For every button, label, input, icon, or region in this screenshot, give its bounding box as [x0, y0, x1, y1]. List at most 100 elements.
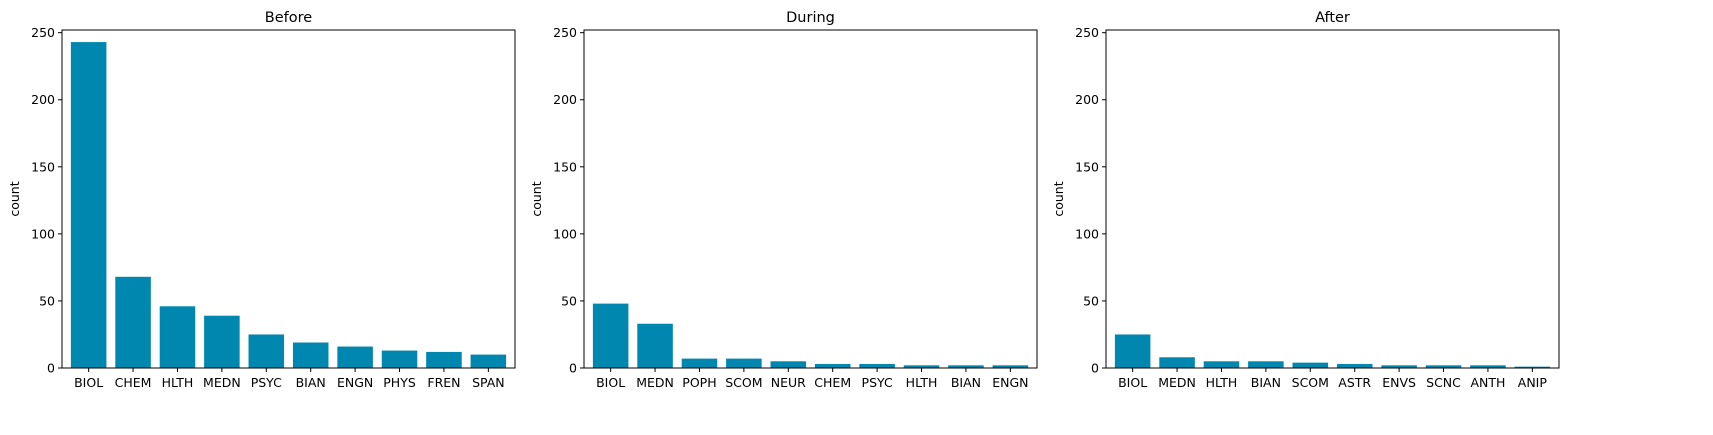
y-tick-label: 50	[561, 293, 577, 308]
bars	[592, 303, 1029, 368]
x-tick-label: BIAN	[951, 375, 981, 390]
y-tick-label: 100	[31, 226, 55, 241]
x-tick-label: BIAN	[1251, 375, 1281, 390]
bars	[70, 42, 507, 368]
x-tick-label: PSYC	[251, 375, 282, 390]
bar-medn	[637, 323, 673, 368]
bar-bian	[948, 365, 984, 368]
chart-title: Before	[265, 10, 312, 26]
y-axis: 0 50 100 150 200 250	[1075, 25, 1106, 376]
bar-hlth	[903, 365, 940, 368]
bar-astr	[1336, 363, 1373, 368]
y-tick-label: 0	[47, 361, 55, 376]
bar-chem	[814, 363, 851, 368]
x-tick-label: ANTH	[1470, 375, 1505, 390]
axes-frame	[61, 29, 516, 369]
bar-biol	[70, 42, 107, 368]
bar-psyc	[248, 334, 285, 368]
y-tick-label: 50	[39, 293, 55, 308]
bar-span	[470, 354, 507, 368]
x-tick-label: ENGN	[337, 375, 373, 390]
x-tick-label: PHYS	[383, 375, 416, 390]
x-tick-label: POPH	[682, 375, 716, 390]
y-tick-label: 250	[31, 25, 55, 40]
axes-frame	[1105, 29, 1560, 369]
x-tick-label: SCOM	[725, 375, 762, 390]
x-tick-label: ENGN	[992, 375, 1028, 390]
subplot-after: After 0 50 100 150 200 250 BIOL MEDN HLTH BIAN SCOM…	[1051, 10, 1560, 390]
y-tick-label: 150	[1075, 159, 1099, 174]
y-tick-label: 250	[553, 25, 577, 40]
bar-poph	[681, 358, 718, 368]
bar-psyc	[859, 363, 895, 368]
y-axis-label: count	[7, 181, 22, 216]
x-tick-label: SPAN	[472, 375, 505, 390]
bar-medn	[204, 315, 240, 368]
chart-title: After	[1315, 10, 1350, 26]
bar-hlth	[1203, 361, 1240, 368]
x-tick-label: FREN	[427, 375, 460, 390]
x-tick-label: CHEM	[115, 375, 152, 390]
bar-chem	[115, 276, 151, 368]
bar-neur	[770, 361, 807, 368]
bar-scom	[1292, 362, 1329, 368]
x-tick-label: BIOL	[1118, 375, 1147, 390]
bar-anip	[1514, 366, 1551, 368]
x-tick-label: PSYC	[862, 375, 893, 390]
y-axis-label: count	[529, 181, 544, 216]
bar-hlth	[159, 306, 196, 368]
x-axis: BIOL MEDN HLTH BIAN SCOM ASTR ENVS SCNC ANTH ANIP	[1118, 368, 1547, 390]
y-tick-label: 150	[31, 159, 55, 174]
x-tick-label: SCOM	[1292, 375, 1329, 390]
bar-fren	[426, 351, 462, 368]
x-tick-label: BIAN	[296, 375, 326, 390]
bar-biol	[1114, 334, 1151, 368]
x-tick-label: HLTH	[906, 375, 938, 390]
y-tick-label: 0	[569, 361, 577, 376]
subplots: Before 0 50 100 150 200 250 BIOL CHEM HLTH MEDN PSY…	[7, 10, 1560, 390]
axes-frame	[583, 29, 1038, 369]
x-tick-label: HLTH	[1206, 375, 1238, 390]
x-tick-label: MEDN	[636, 375, 674, 390]
x-tick-label: MEDN	[1158, 375, 1196, 390]
x-tick-label: BIOL	[74, 375, 103, 390]
y-tick-label: 200	[553, 92, 577, 107]
bar-envs	[1381, 365, 1417, 368]
bar-anth	[1470, 365, 1506, 368]
bar-engn	[992, 365, 1029, 368]
y-tick-label: 50	[1083, 293, 1099, 308]
x-tick-label: HLTH	[162, 375, 194, 390]
bar-scnc	[1425, 365, 1462, 368]
y-tick-label: 100	[553, 226, 577, 241]
bars	[1114, 334, 1551, 368]
bar-scom	[726, 358, 762, 368]
x-tick-label: SCNC	[1426, 375, 1461, 390]
y-tick-label: 250	[1075, 25, 1099, 40]
bar-bian	[1248, 361, 1284, 368]
subplot-during: During 0 50 100 150 200 250 BIOL MEDN POPH SCOM NEU…	[529, 10, 1038, 390]
y-tick-label: 150	[553, 159, 577, 174]
bar-medn	[1159, 357, 1195, 368]
bar-bian	[292, 342, 329, 368]
y-axis: 0 50 100 150 200 250	[553, 25, 584, 376]
bar-phys	[381, 350, 418, 368]
y-tick-label: 0	[1091, 361, 1099, 376]
x-tick-label: MEDN	[203, 375, 241, 390]
chart-title: During	[786, 10, 835, 26]
y-tick-label: 200	[31, 92, 55, 107]
y-tick-label: 100	[1075, 226, 1099, 241]
x-tick-label: ANIP	[1518, 375, 1548, 390]
subplot-before: Before 0 50 100 150 200 250 BIOL CHEM HLTH MEDN PSY…	[7, 10, 516, 390]
x-axis: BIOL MEDN POPH SCOM NEUR CHEM PSYC HLTH BIAN ENGN	[596, 368, 1029, 390]
y-tick-label: 200	[1075, 92, 1099, 107]
x-tick-label: BIOL	[596, 375, 625, 390]
bar-biol	[592, 303, 629, 368]
bar-engn	[337, 346, 373, 368]
x-tick-label: ENVS	[1382, 375, 1416, 390]
y-axis-label: count	[1051, 181, 1066, 216]
x-tick-label: ASTR	[1338, 375, 1371, 390]
y-axis: 0 50 100 150 200 250	[31, 25, 62, 376]
x-tick-label: NEUR	[771, 375, 806, 390]
x-tick-label: CHEM	[814, 375, 851, 390]
